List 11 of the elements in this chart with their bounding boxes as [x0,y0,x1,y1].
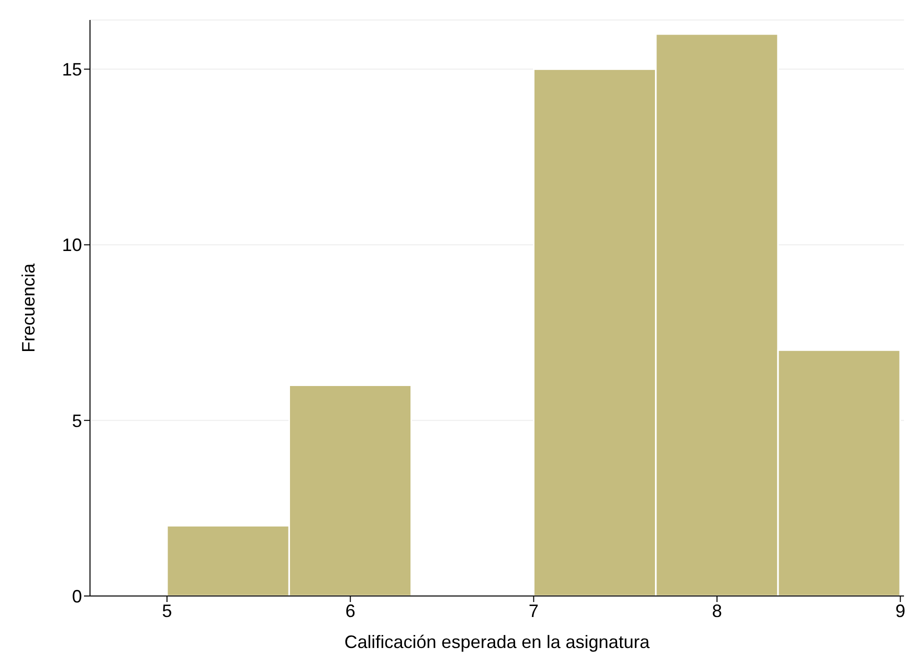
y-axis-title: Frecuencia [18,262,38,353]
y-tick-label: 15 [62,60,82,80]
y-tick-label: 5 [72,410,82,431]
x-tick-label: 7 [528,600,539,621]
x-tick-label: 6 [345,600,356,621]
y-tick-label: 0 [72,586,82,606]
y-tick-label: 10 [62,235,82,256]
x-tick-label: 8 [712,600,722,621]
x-axis-title: Calificación esperada en la asignatura [344,632,651,652]
x-tick-label: 9 [895,600,906,621]
x-tick-label: 5 [162,600,172,621]
